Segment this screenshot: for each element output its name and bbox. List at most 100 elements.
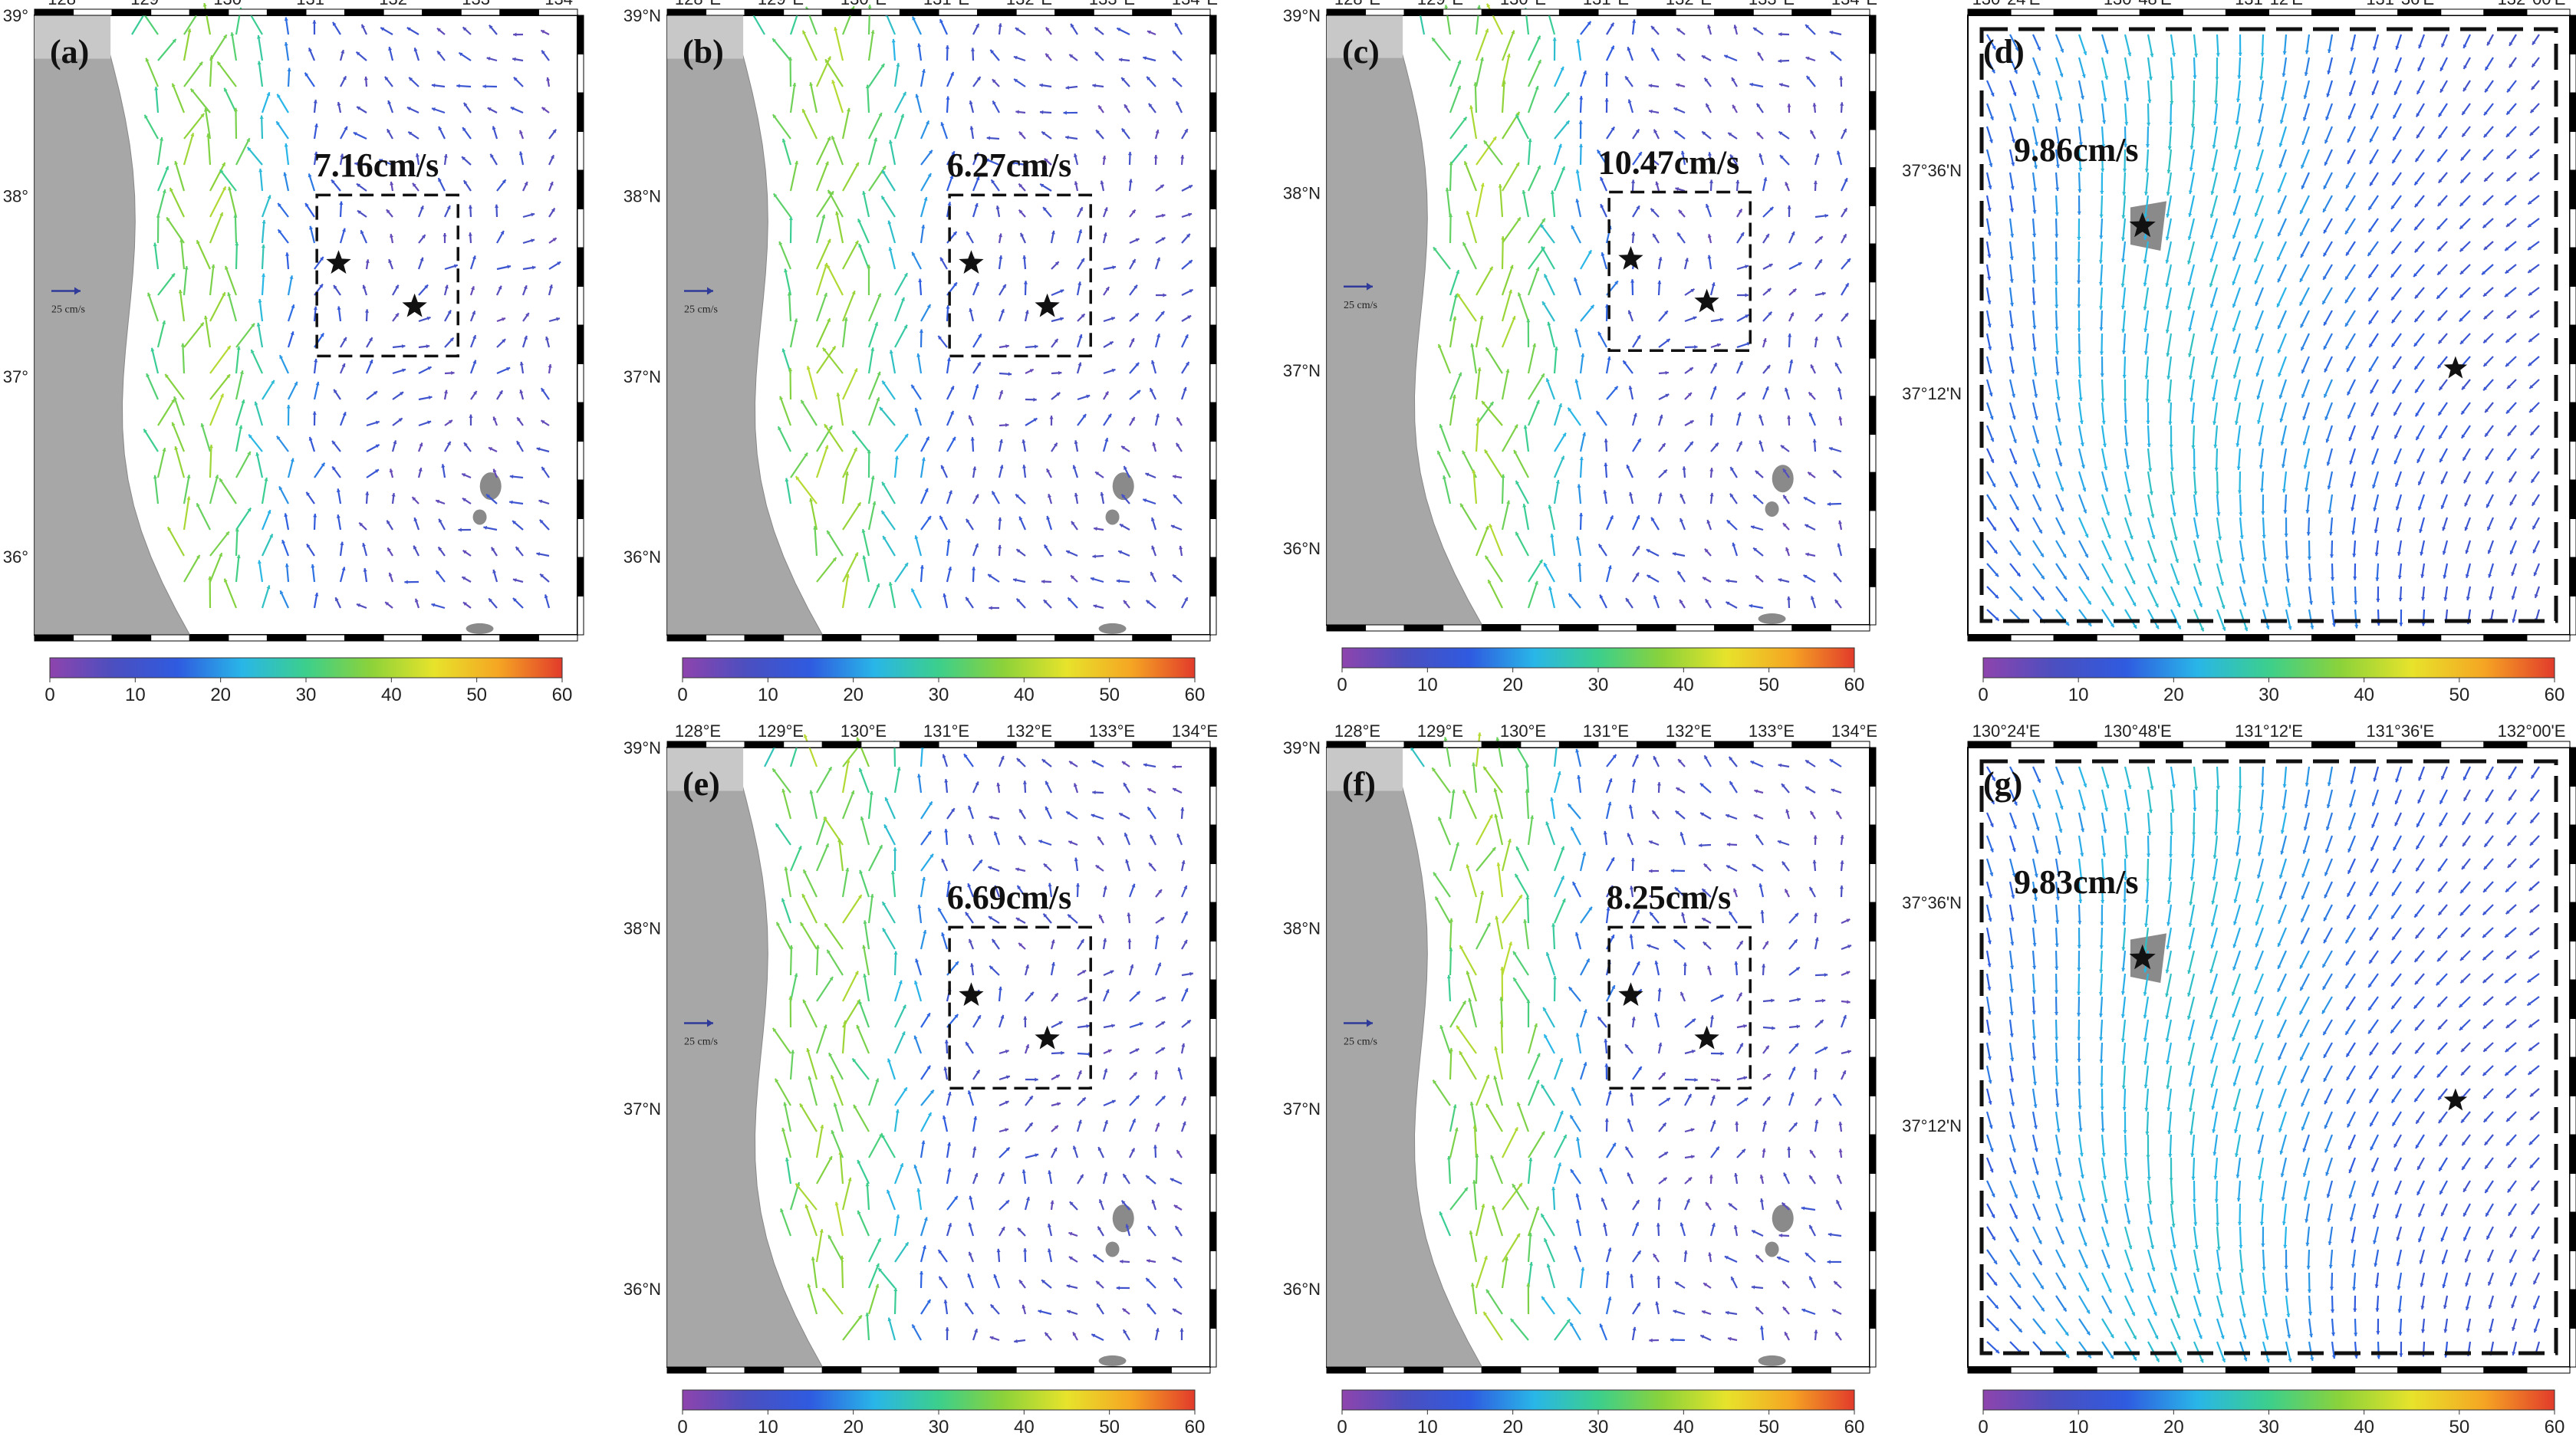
arrow-head — [305, 203, 309, 208]
arrow-head — [1511, 30, 1515, 35]
velocity-arrow — [2166, 310, 2173, 334]
arrow-head — [174, 161, 179, 165]
arrow-head — [2436, 225, 2441, 230]
arrow-head — [2012, 439, 2017, 443]
arrow-head — [1726, 842, 1731, 847]
velocity-arrow — [867, 1263, 880, 1289]
velocity-arrow — [1459, 1050, 1477, 1080]
velocity-arrow — [1553, 1110, 1564, 1132]
arrow-head — [2199, 603, 2203, 607]
arrow-head — [1818, 236, 1823, 241]
arrow-head — [827, 265, 831, 269]
arrow-head — [1456, 270, 1460, 274]
arrow-head — [196, 240, 200, 245]
velocity-arrow — [2210, 218, 2219, 239]
arrow-head — [321, 462, 325, 467]
velocity-arrow — [920, 1089, 935, 1106]
arrow-head — [2308, 578, 2313, 582]
arrow-head — [940, 465, 945, 469]
arrow-head — [304, 72, 309, 77]
velocity-arrow — [894, 272, 909, 296]
arrow-head — [1990, 438, 1995, 442]
arrow-head — [1847, 1000, 1851, 1004]
arrow-head — [1844, 178, 1848, 182]
arrow-head — [2463, 87, 2467, 92]
arrow-head — [2080, 442, 2084, 446]
velocity-arrow — [1489, 523, 1504, 557]
arrow-head — [225, 531, 229, 536]
arrow-head — [857, 1210, 861, 1214]
arrow-head — [2122, 169, 2127, 173]
velocity-arrow — [1512, 951, 1529, 976]
arrow-head — [306, 544, 311, 548]
arrow-head — [1066, 550, 1071, 554]
arrow-head — [1121, 494, 1126, 498]
arrow-head — [337, 102, 341, 106]
velocity-arrow — [2213, 103, 2219, 126]
lat-tick-label: 37°N — [623, 367, 661, 386]
arrow-head — [2326, 462, 2331, 466]
velocity-arrow — [2147, 448, 2152, 472]
arrow-head — [153, 242, 157, 247]
arrow-head — [1754, 789, 1758, 794]
arrow-head — [2015, 506, 2019, 511]
arrow-head — [1729, 911, 1733, 915]
arrow-head — [927, 830, 932, 835]
arrow-head — [2393, 114, 2397, 119]
arrow-head — [1743, 1076, 1748, 1080]
lon-tick-label: 130°E — [1500, 0, 1546, 8]
arrow-head — [2528, 338, 2533, 343]
arrow-head — [844, 317, 848, 321]
arrow-head — [1456, 1025, 1460, 1030]
velocity-arrow — [1476, 136, 1497, 166]
arrow-head — [815, 945, 820, 949]
arrow-head — [1069, 54, 1074, 58]
arrow-head — [2187, 353, 2193, 357]
arrow-head — [172, 38, 176, 43]
arrow-head — [546, 77, 551, 81]
arrow-head — [2192, 100, 2196, 104]
arrow-head — [2255, 326, 2259, 330]
arrow-head — [1045, 27, 1050, 31]
arrow-head — [827, 189, 832, 194]
arrow-head — [512, 578, 517, 583]
arrow-head — [1990, 458, 1995, 463]
velocity-arrow — [2055, 471, 2064, 491]
arrow-head — [1181, 860, 1186, 865]
arrow-head — [1690, 1155, 1695, 1159]
velocity-arrow — [827, 1234, 844, 1263]
arrow-head — [1442, 475, 1446, 480]
arrow-head — [1741, 392, 1745, 396]
arrow-head — [926, 120, 929, 125]
station-star — [1035, 1025, 1060, 1050]
arrow-head — [1659, 414, 1663, 419]
velocity-arrow — [261, 219, 265, 244]
arrow-head — [2397, 575, 2402, 580]
arrow-head — [1588, 906, 1592, 911]
arrow-head — [1025, 310, 1029, 314]
arrow-head — [539, 519, 544, 524]
arrow-head — [360, 230, 364, 235]
arrow-head — [942, 1116, 946, 1119]
velocity-arrow — [1449, 1127, 1459, 1158]
arrow-head — [828, 1156, 833, 1161]
arrow-head — [1846, 971, 1851, 975]
arrow-head — [2165, 283, 2170, 288]
velocity-arrow — [157, 272, 176, 296]
arrow-head — [1558, 143, 1562, 148]
arrow-head — [1798, 262, 1802, 266]
arrow-head — [1135, 1095, 1140, 1099]
arrow-head — [1484, 449, 1489, 454]
arrow-head — [1709, 492, 1714, 497]
arrow-head — [1063, 110, 1067, 115]
velocity-arrow — [2188, 218, 2196, 241]
arrow-head — [492, 569, 497, 573]
arrow-head — [2009, 256, 2014, 261]
colorbar-tick-label: 60 — [1185, 685, 1206, 705]
velocity-arrow — [2101, 540, 2113, 561]
arrow-head — [2172, 512, 2176, 517]
velocity-arrow — [2189, 172, 2196, 195]
arrow-head — [1574, 328, 1579, 333]
arrow-head — [804, 1204, 809, 1208]
velocity-arrow — [877, 1267, 896, 1289]
